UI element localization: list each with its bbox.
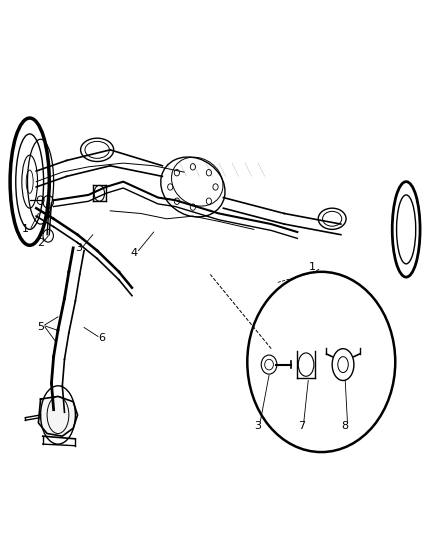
Text: 3: 3 (254, 421, 261, 431)
Text: 6: 6 (98, 333, 105, 343)
Polygon shape (39, 397, 78, 436)
Text: 2: 2 (37, 238, 44, 248)
Text: 8: 8 (342, 421, 349, 431)
Text: 4: 4 (131, 248, 138, 259)
Text: 5: 5 (37, 322, 44, 333)
Text: 3: 3 (75, 243, 82, 253)
Text: 1: 1 (22, 224, 29, 235)
Text: 7: 7 (298, 421, 305, 431)
Text: 1: 1 (309, 262, 316, 271)
